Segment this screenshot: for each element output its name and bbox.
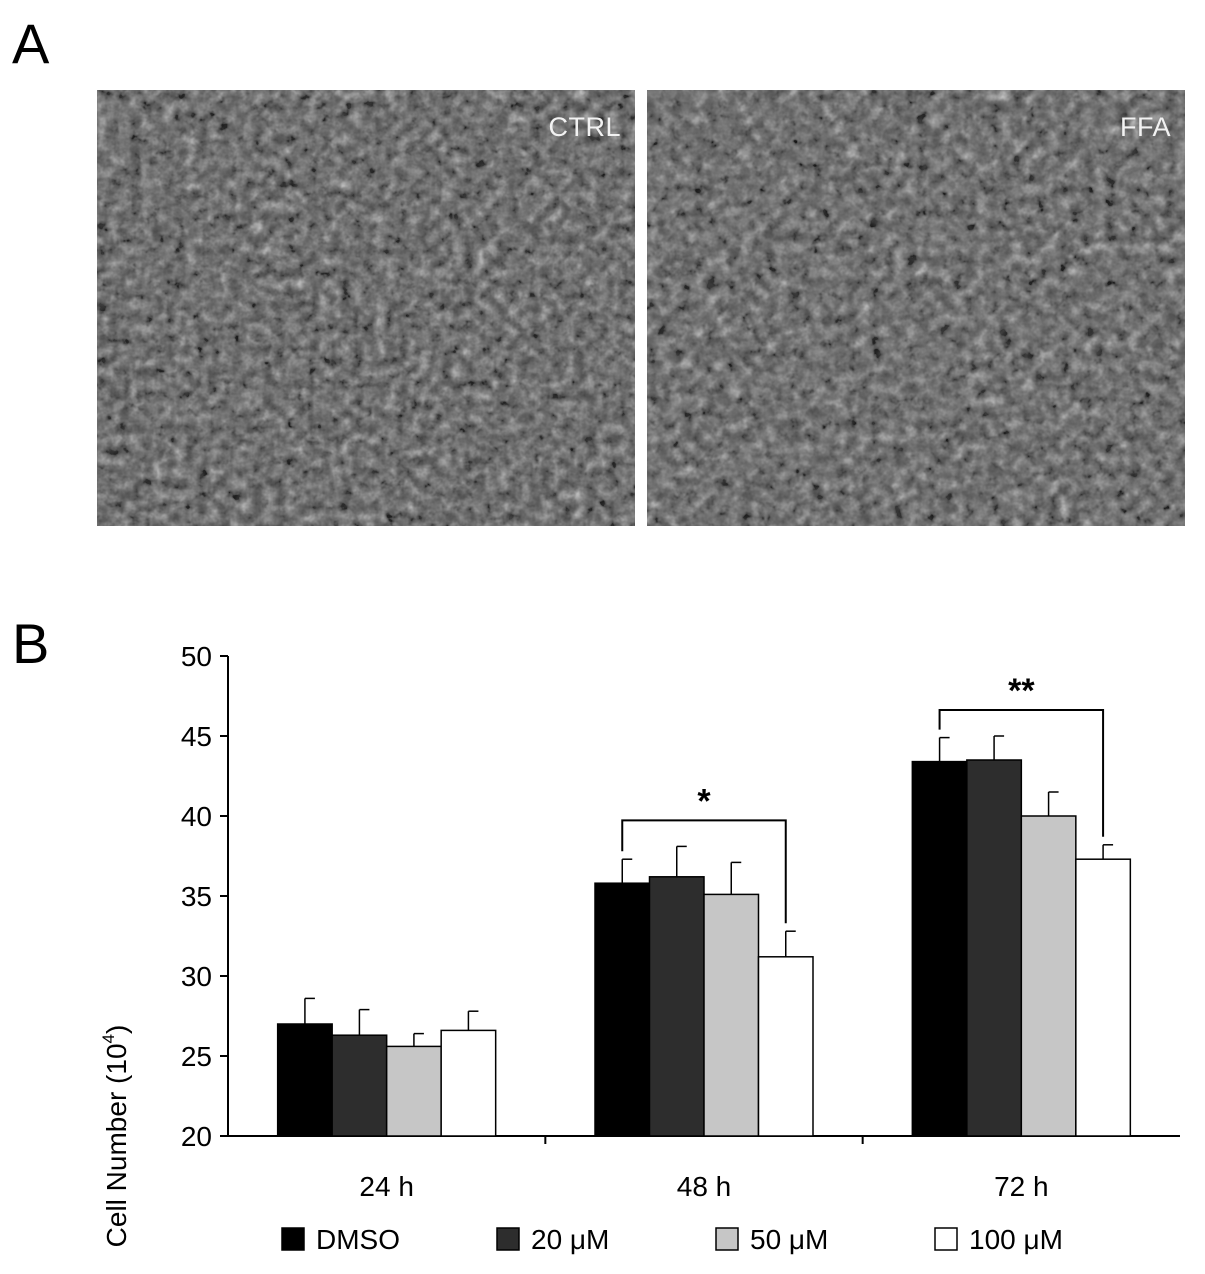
legend-label: 100 μM — [969, 1224, 1063, 1255]
x-tick-label: 72 h — [994, 1171, 1049, 1202]
y-tick-label: 30 — [181, 961, 212, 992]
panel-b-letter: B — [12, 612, 50, 675]
y-tick-label: 25 — [181, 1041, 212, 1072]
legend-swatch — [496, 1227, 520, 1251]
panel-a-letter: A — [12, 12, 50, 75]
bar — [1020, 815, 1077, 1137]
micrograph-label-ffa: FFA — [1119, 112, 1171, 142]
micrograph-ffa-image — [647, 90, 1185, 526]
bar — [385, 1045, 442, 1137]
micrograph-ctrl: CTRL — [97, 90, 635, 526]
legend-swatch — [934, 1227, 958, 1251]
y-tick-label: 45 — [181, 721, 212, 752]
x-tick-label: 24 h — [359, 1171, 414, 1202]
legend-label: 50 μM — [750, 1224, 828, 1255]
bar — [966, 759, 1023, 1137]
legend: DMSO 20 μM 50 μM 100 μM — [281, 1224, 1063, 1255]
micrograph-label-ctrl: CTRL — [548, 112, 621, 142]
significance-marker: * — [697, 782, 711, 820]
y-tick-label: 40 — [181, 801, 212, 832]
bars-group — [276, 735, 1132, 1137]
significance-bracket — [938, 709, 1105, 837]
micrograph-ffa: FFA — [647, 90, 1185, 526]
y-tick-label: 35 — [181, 881, 212, 912]
bar — [1075, 858, 1132, 1137]
bar — [440, 1029, 497, 1137]
legend-label: DMSO — [316, 1224, 400, 1255]
bar — [911, 760, 968, 1137]
y-tick-label: 20 — [181, 1121, 212, 1152]
legend-label: 20 μM — [531, 1224, 609, 1255]
bar — [703, 893, 760, 1137]
micrograph-ctrl-image — [97, 90, 635, 526]
bar — [757, 956, 814, 1137]
bar — [276, 1023, 333, 1137]
significance-marker: ** — [1008, 672, 1035, 710]
y-axis-label: Cell Number (104) — [99, 1025, 132, 1248]
y-tick-label: 50 — [181, 641, 212, 672]
legend-swatch — [281, 1227, 305, 1251]
bar — [648, 876, 705, 1137]
bar — [594, 882, 651, 1137]
legend-swatch — [715, 1227, 739, 1251]
significance-bracket — [621, 819, 787, 924]
bar — [331, 1034, 388, 1137]
annotations-group: *** — [621, 672, 1105, 924]
x-tick-label: 48 h — [677, 1171, 732, 1202]
